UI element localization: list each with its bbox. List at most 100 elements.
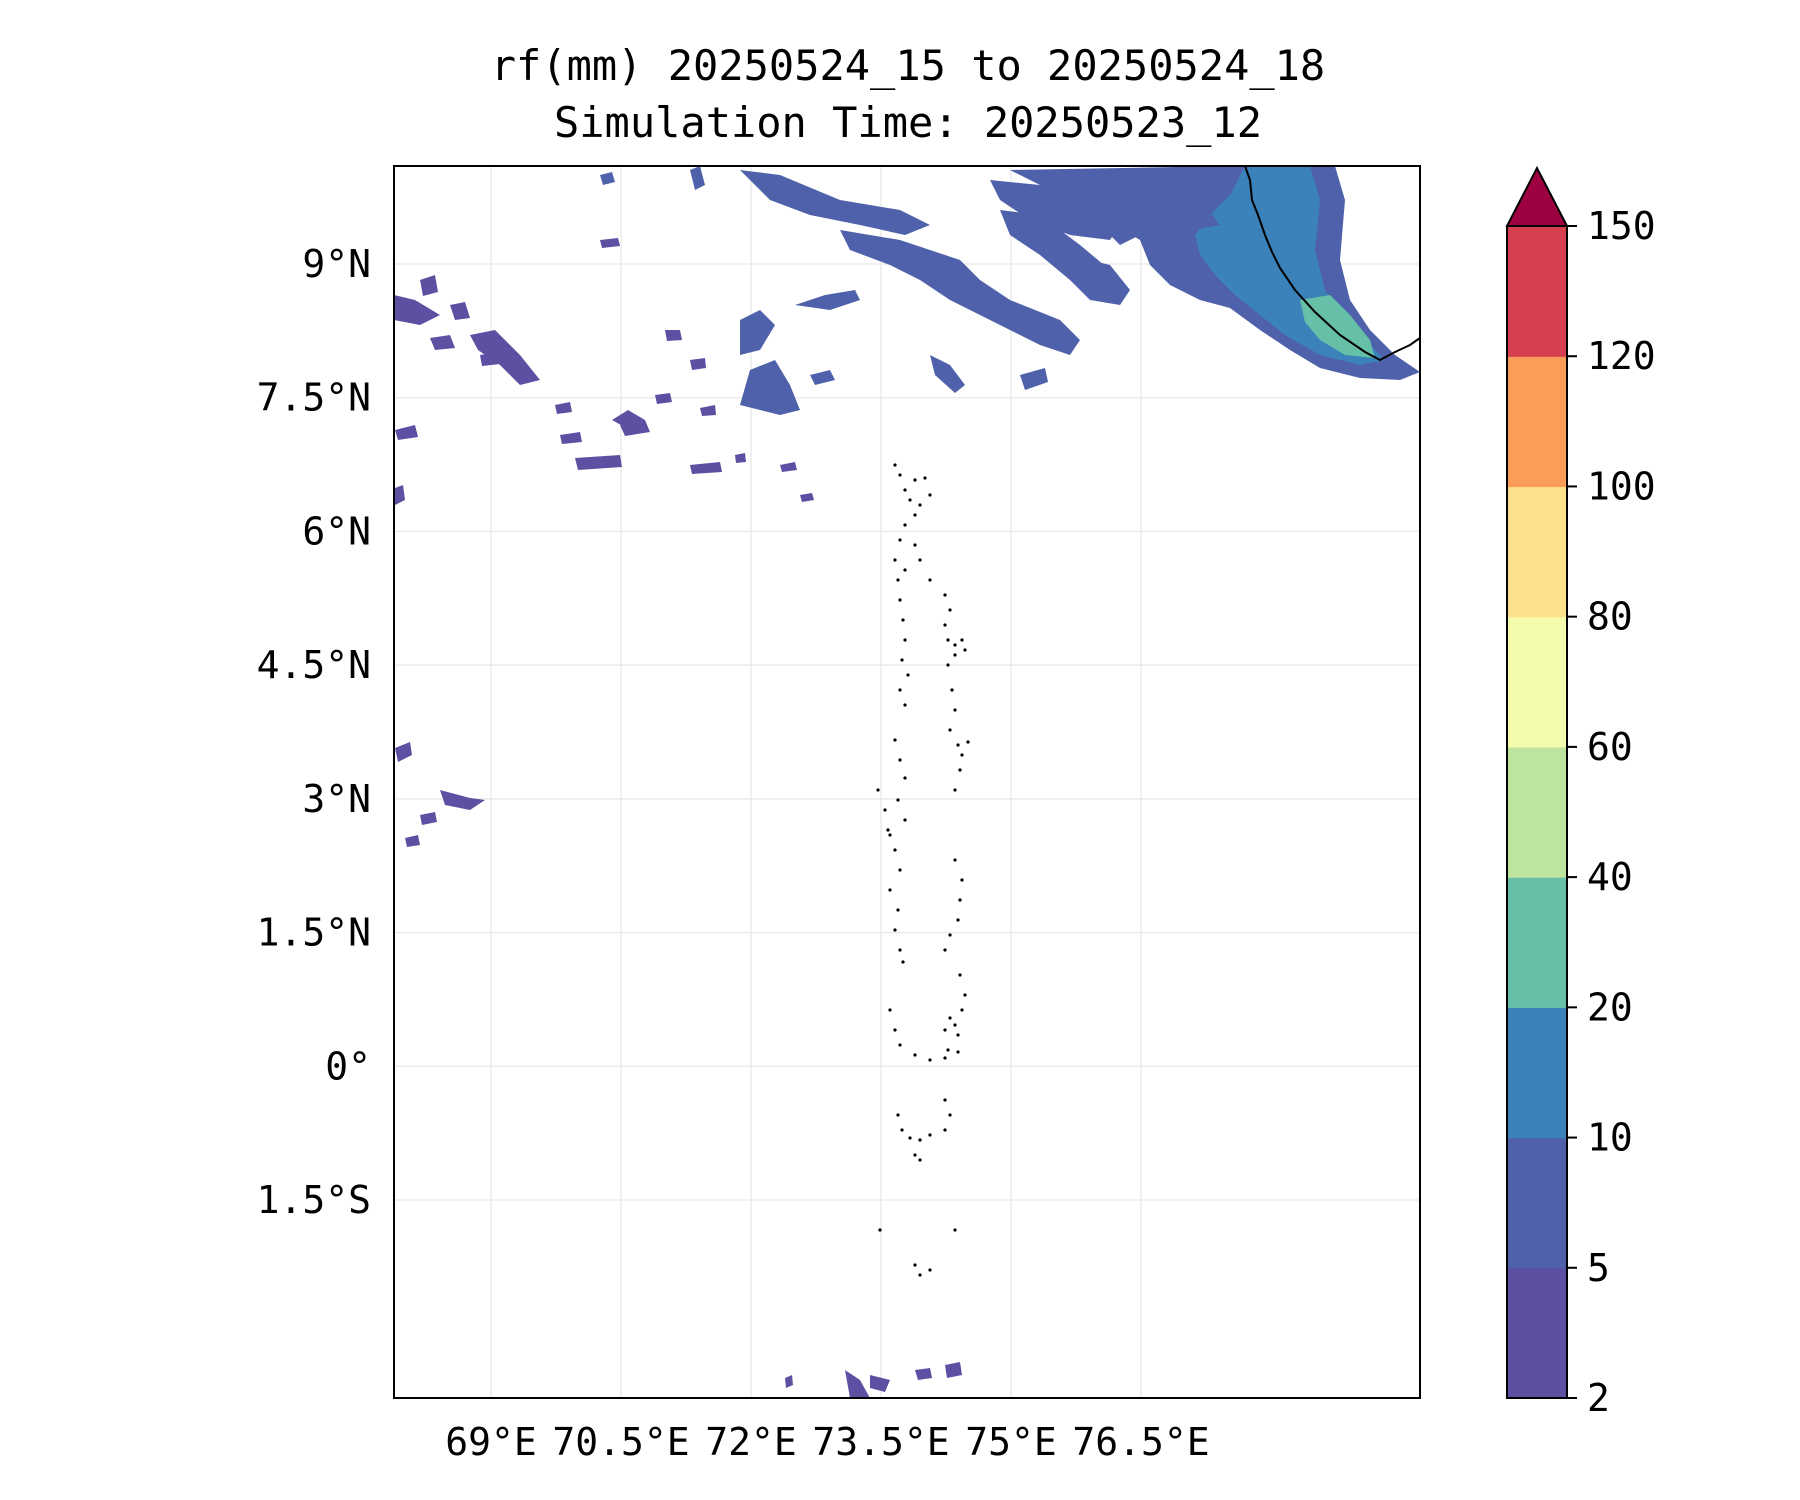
rain-blob: [700, 405, 716, 416]
island-dot: [948, 608, 952, 612]
rain-streak: [930, 260, 985, 300]
rain-blob: [555, 402, 572, 414]
rain-blob: [405, 835, 420, 847]
gridlines: [394, 166, 1420, 1398]
island-dot: [888, 888, 892, 892]
island-dot: [960, 1008, 964, 1012]
rain-streak: [740, 360, 800, 415]
island-dot: [903, 703, 907, 707]
rain-blob: [420, 812, 437, 825]
lon-tick-label: 72°E: [705, 1420, 797, 1464]
colorbar: 2 5 10 20 40 60 80 100 120 150: [1505, 165, 1656, 1420]
rain-blob: [612, 410, 645, 430]
rain-blob: [470, 330, 540, 385]
title-line-2: Simulation Time: 20250523_12: [554, 98, 1262, 147]
rain-blob: [395, 485, 405, 505]
island-dot: [928, 578, 932, 582]
colorbar-tick-label: 80: [1587, 595, 1633, 639]
island-dot: [953, 788, 957, 792]
island-dot: [956, 743, 960, 747]
coastline-india: [1244, 165, 1421, 362]
island-dot: [946, 1048, 950, 1052]
island-dot: [943, 623, 947, 627]
island-dot: [901, 618, 905, 622]
lon-tick-labels: 69°E 70.5°E 72°E 73.5°E 75°E 76.5°E: [445, 1420, 1209, 1464]
island-dot: [966, 740, 970, 744]
lat-tick-label: 9°N: [302, 242, 371, 286]
island-dot: [898, 688, 902, 692]
island-dot: [918, 503, 922, 507]
rain-streak: [810, 370, 835, 385]
colorbar-frame: [1506, 225, 1568, 1399]
island-dot: [901, 960, 905, 964]
island-dot: [948, 728, 952, 732]
lat-tick-label: 6°N: [302, 509, 371, 553]
island-dot: [913, 1153, 917, 1157]
colorbar-tick-label: 10: [1587, 1116, 1633, 1160]
rain-streak: [1020, 368, 1048, 390]
rain-streak: [1070, 255, 1130, 305]
island-dot: [963, 993, 967, 997]
island-dot: [963, 648, 967, 652]
rain-blob: [690, 358, 706, 370]
rain-blob: [395, 425, 418, 440]
islands: [876, 463, 970, 1277]
colorbar-tick-label: 150: [1587, 204, 1656, 248]
island-dot: [953, 1228, 957, 1232]
island-dot: [898, 868, 902, 872]
rain-blob: [440, 790, 485, 810]
island-dot: [888, 1008, 892, 1012]
island-dot: [946, 638, 950, 642]
island-dot: [893, 1028, 897, 1032]
colorbar-segment: [1507, 1267, 1567, 1399]
island-dot: [928, 1268, 932, 1272]
colorbar-tick-label: 5: [1587, 1246, 1610, 1290]
island-dot: [896, 578, 900, 582]
island-dot: [918, 1138, 922, 1142]
rain-streak: [740, 170, 930, 235]
lon-tick-label: 76.5°E: [1072, 1420, 1209, 1464]
island-dot: [898, 1043, 902, 1047]
island-dot: [896, 798, 900, 802]
rain-blob: [800, 493, 814, 502]
island-dot: [918, 1158, 922, 1162]
island-dot: [956, 918, 960, 922]
island-dot: [958, 973, 962, 977]
colorbar-segment: [1507, 877, 1567, 1008]
lat-tick-label: 1.5°S: [257, 1178, 371, 1222]
lat-tick-labels: 9°N 7.5°N 6°N 4.5°N 3°N 1.5°N 0° 1.5°S: [257, 242, 371, 1222]
island-dot: [893, 848, 897, 852]
map-background: [394, 166, 1420, 1398]
island-dot: [943, 1098, 947, 1102]
island-dot: [943, 1056, 947, 1060]
island-dot: [898, 758, 902, 762]
colorbar-tick-label: 40: [1587, 855, 1633, 899]
island-dot: [896, 1113, 900, 1117]
island-dot: [953, 643, 957, 647]
island-dot: [900, 1128, 904, 1132]
island-dot: [928, 493, 932, 497]
rain-blob: [915, 1368, 932, 1380]
rain-streak: [740, 310, 775, 355]
lat-tick-label: 4.5°N: [257, 643, 371, 687]
island-dot: [913, 478, 917, 482]
rain-streak: [795, 290, 860, 310]
island-dot: [960, 638, 964, 642]
island-dot: [960, 753, 964, 757]
rain-blob: [450, 302, 470, 320]
island-dot: [913, 1053, 917, 1057]
rain-streak: [1100, 175, 1220, 230]
island-dot: [958, 768, 962, 772]
island-dot: [943, 948, 947, 952]
rain-blob: [480, 352, 500, 366]
island-dot: [943, 1128, 947, 1132]
island-dot: [886, 828, 890, 832]
island-dot: [893, 928, 897, 932]
island-dot: [903, 488, 907, 492]
rain-blob: [785, 1375, 793, 1388]
lon-tick-label: 75°E: [965, 1420, 1057, 1464]
island-dot: [883, 808, 887, 812]
rain-blob: [560, 432, 582, 444]
rain-blob: [575, 455, 622, 470]
